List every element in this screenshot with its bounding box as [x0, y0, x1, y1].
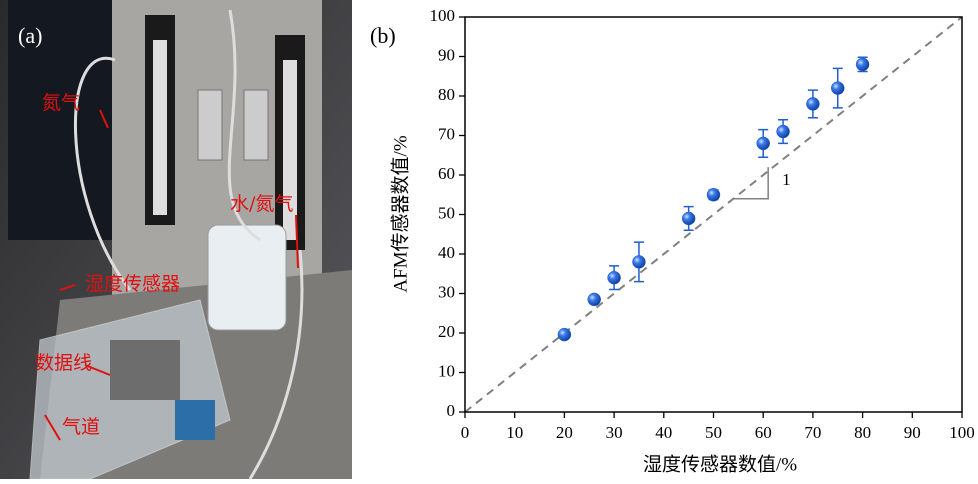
y-tick-label: 70 — [438, 124, 455, 143]
point — [607, 270, 621, 285]
x-tick-label: 20 — [556, 423, 573, 442]
x-axis-label: 湿度传感器数值/% — [643, 453, 797, 475]
gauge — [197, 89, 223, 161]
y-tick-label: 50 — [438, 203, 455, 222]
arrow — [44, 414, 61, 441]
y-tick-label: 10 — [438, 361, 455, 380]
annotation: 湿度传感器 — [85, 273, 180, 295]
arrow — [59, 284, 76, 291]
y-tick-label: 60 — [438, 164, 455, 183]
y-tick-label: 30 — [438, 282, 455, 301]
arrow — [84, 364, 111, 376]
arrows — [44, 109, 299, 441]
x-tick-label: 100 — [949, 423, 975, 442]
panel-label: (a) — [18, 23, 42, 48]
gauge — [243, 89, 269, 161]
x-tick-label: 90 — [904, 423, 921, 442]
y-tick-label: 20 — [438, 322, 455, 341]
point — [557, 327, 572, 342]
point — [806, 97, 820, 111]
x-tick-label: 10 — [506, 423, 523, 442]
x-tick-label: 30 — [606, 423, 623, 442]
point — [706, 188, 721, 202]
point — [681, 211, 696, 226]
point — [855, 57, 870, 72]
photo: (a) 氮气 水/氮气 湿度传感器 数据线 气道 — [0, 0, 352, 480]
point — [831, 81, 845, 95]
arrow — [99, 109, 109, 129]
y-tick-label: 0 — [447, 401, 456, 420]
point — [776, 124, 790, 139]
annotation: 气道 — [62, 416, 100, 438]
x-tick-label: 60 — [755, 423, 772, 442]
y-tick-label: 100 — [430, 6, 456, 25]
monitor — [8, 0, 118, 240]
y-tick-label: 80 — [438, 85, 455, 104]
plot-frame — [464, 16, 963, 413]
reference-line — [465, 17, 962, 412]
point — [587, 292, 601, 307]
stage — [110, 340, 180, 400]
point — [632, 255, 646, 269]
slope-triangle — [733, 167, 769, 200]
y-axis-label: AFM传感器数值/% — [389, 135, 411, 292]
tube — [73, 9, 304, 480]
y-tick-label: 40 — [438, 243, 455, 262]
x-tick-label: 40 — [655, 423, 672, 442]
y-tick-label: 90 — [438, 45, 455, 64]
slope-label: 1 — [782, 170, 791, 189]
annotation: 数据线 — [35, 352, 92, 374]
flowmeter-tube — [153, 40, 167, 215]
panel-label: (b) — [370, 23, 396, 48]
box-label — [175, 400, 215, 440]
point — [756, 136, 770, 151]
x-tick-label: 0 — [461, 423, 470, 442]
plot: 0 10 20 30 40 50 60 70 80 90 100 0 10 20 30 40 50 60 70 80 9… — [430, 6, 975, 442]
arrow — [295, 214, 299, 269]
annotation: 氮气 — [42, 92, 80, 114]
x-tick-label: 70 — [804, 423, 821, 442]
flowmeter-tube — [283, 60, 297, 240]
annotation: 水/氮气 — [230, 193, 293, 215]
x-tick-label: 50 — [705, 423, 722, 442]
x-tick-label: 80 — [854, 423, 871, 442]
jar — [207, 224, 287, 331]
